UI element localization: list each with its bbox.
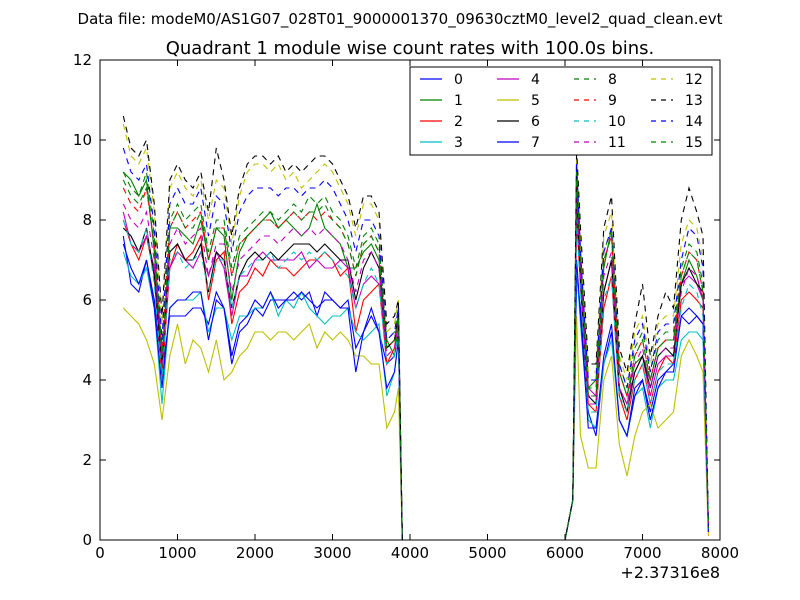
legend-label-12: 12 [685, 72, 703, 88]
y-tick-label: 12 [73, 51, 92, 69]
legend-label-4: 4 [531, 72, 540, 88]
legend-box [409, 66, 713, 156]
y-tick-label: 2 [82, 451, 92, 469]
legend-label-2: 2 [454, 114, 463, 130]
series-line-9 [122, 179, 709, 541]
legend-label-6: 6 [531, 114, 540, 130]
x-tick-label: 7000 [623, 544, 661, 562]
x-tick-label: 0 [95, 544, 105, 562]
y-tick-label: 6 [82, 291, 92, 309]
legend-label-11: 11 [608, 135, 626, 151]
chart-title: Quadrant 1 module wise count rates with … [166, 38, 655, 59]
data-file-label: Data file: modeM0/AS1G07_028T01_90000013… [78, 10, 723, 29]
series-line-12 [122, 123, 709, 541]
x-tick-label: 8000 [701, 544, 739, 562]
y-tick-label: 4 [82, 371, 92, 389]
legend-label-3: 3 [454, 135, 463, 151]
x-offset-label: +2.37316e8 [620, 563, 720, 582]
x-tick-label: 2000 [236, 544, 274, 562]
x-tick-label: 6000 [546, 544, 584, 562]
series-line-13 [122, 115, 709, 541]
y-tick-label: 8 [82, 211, 92, 229]
y-tick-label: 10 [73, 131, 92, 149]
legend-label-1: 1 [454, 93, 463, 109]
x-tick-label: 1000 [158, 544, 196, 562]
x-tick-label: 3000 [313, 544, 351, 562]
legend-label-5: 5 [531, 93, 540, 109]
legend-label-14: 14 [685, 114, 703, 130]
legend-label-9: 9 [608, 93, 617, 109]
series-line-6 [122, 187, 709, 541]
x-tick-label: 5000 [468, 544, 506, 562]
legend-label-13: 13 [685, 93, 703, 109]
legend-label-8: 8 [608, 72, 617, 88]
legend-label-10: 10 [608, 114, 626, 130]
axis-ticks: 0 1000 2000 3000 4000 5000 6000 7000 80000246810… [73, 51, 739, 562]
series-line-14 [122, 147, 709, 541]
series-line-5 [122, 307, 709, 541]
series-line-8 [122, 163, 709, 541]
series-line-3 [122, 251, 709, 541]
series-line-15 [122, 171, 709, 541]
series-line-0 [122, 235, 709, 541]
series-line-4 [122, 203, 709, 541]
series-line-10 [122, 219, 709, 541]
series-line-7 [122, 243, 709, 541]
legend-label-7: 7 [531, 135, 540, 151]
legend-label-15: 15 [685, 135, 703, 151]
plot-area [122, 115, 709, 541]
series-line-11 [122, 195, 709, 541]
x-tick-label: 4000 [391, 544, 429, 562]
y-tick-label: 0 [82, 531, 92, 549]
series-line-2 [122, 219, 709, 541]
series-line-1 [122, 171, 709, 541]
legend-label-0: 0 [454, 72, 463, 88]
